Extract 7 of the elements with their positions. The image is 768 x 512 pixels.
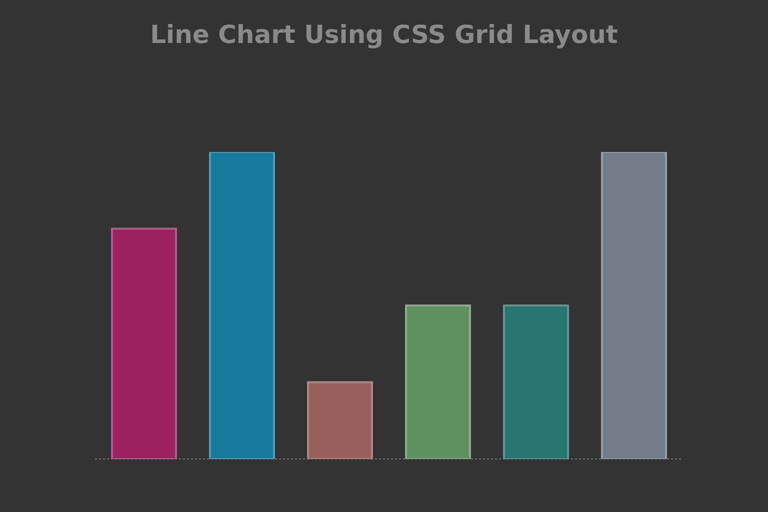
bar [209, 152, 275, 459]
bar [405, 304, 471, 459]
bar [111, 228, 177, 459]
bar [601, 152, 667, 459]
bar [503, 304, 569, 459]
chart-title: Line Chart Using CSS Grid Layout [149, 20, 619, 49]
bar [307, 381, 373, 459]
